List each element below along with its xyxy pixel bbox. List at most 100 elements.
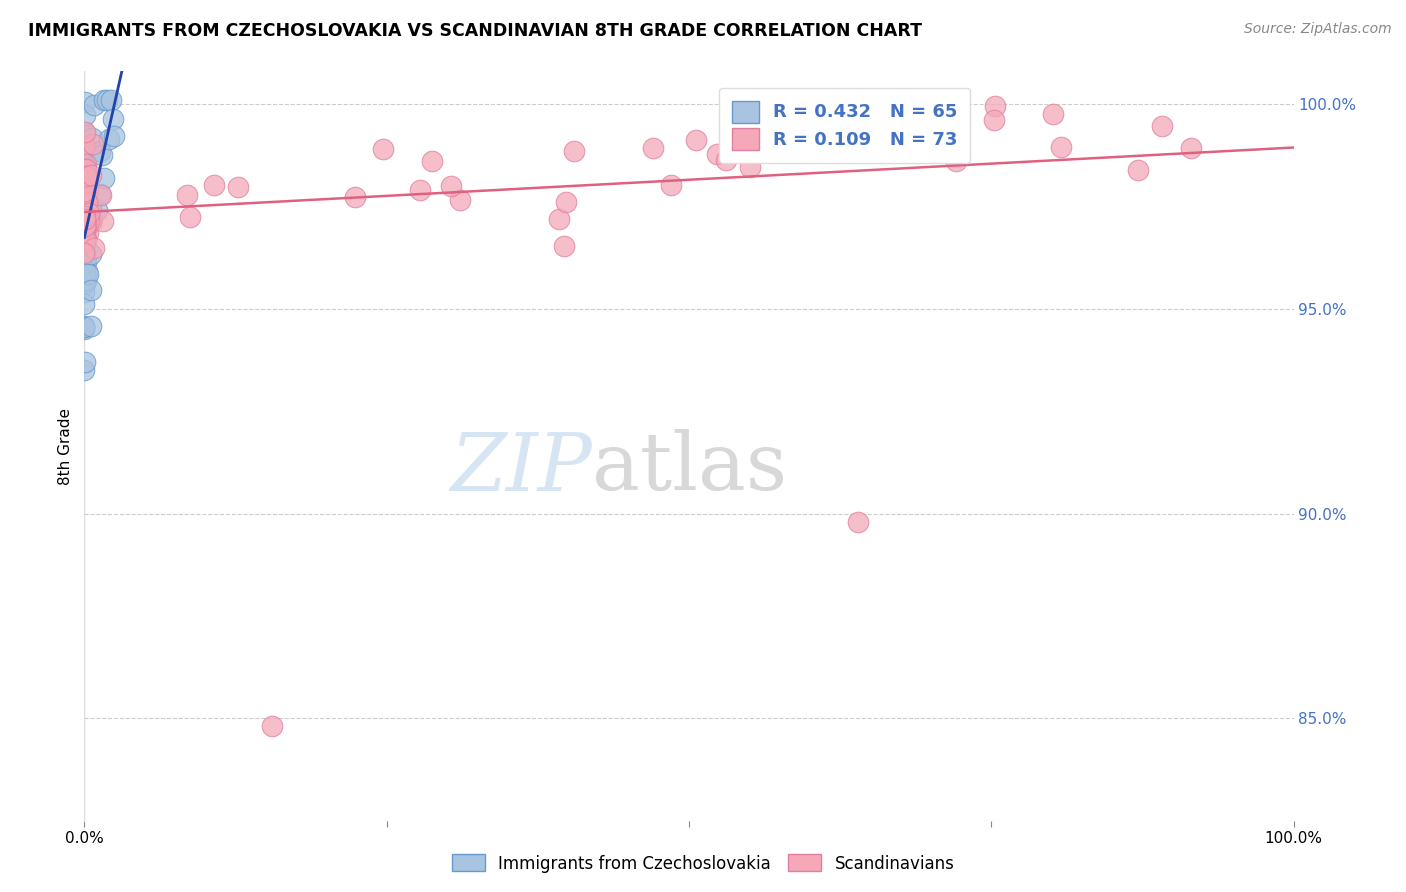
- Point: [73, 285, 96, 300]
- Point: [100, 93, 122, 107]
- Point: [73, 247, 96, 261]
- Point: [76, 267, 98, 281]
- Point: [80, 131, 103, 145]
- Point: [371, 142, 394, 156]
- Point: [984, 99, 1007, 113]
- Point: [73, 125, 96, 139]
- Point: [83, 241, 105, 255]
- Point: [343, 189, 366, 203]
- Point: [75, 210, 97, 224]
- Point: [73, 194, 96, 209]
- Point: [73, 252, 96, 266]
- Point: [73, 233, 96, 247]
- Point: [86, 203, 108, 218]
- Point: [75, 264, 97, 278]
- Point: [73, 194, 96, 208]
- Point: [73, 95, 96, 110]
- Point: [73, 183, 96, 197]
- Text: ZIP: ZIP: [450, 430, 592, 508]
- Point: [101, 112, 124, 127]
- Point: [73, 318, 96, 333]
- Point: [73, 362, 96, 376]
- Point: [554, 194, 576, 209]
- Point: [91, 148, 114, 162]
- Point: [76, 191, 98, 205]
- Point: [1050, 140, 1073, 154]
- Point: [73, 158, 96, 172]
- Point: [73, 224, 96, 238]
- Point: [659, 178, 682, 192]
- Point: [77, 206, 100, 220]
- Point: [440, 179, 463, 194]
- Point: [76, 191, 98, 205]
- Point: [77, 214, 100, 228]
- Point: [83, 97, 105, 112]
- Point: [89, 186, 111, 201]
- Legend: Immigrants from Czechoslovakia, Scandinavians: Immigrants from Czechoslovakia, Scandina…: [446, 847, 960, 880]
- Point: [73, 199, 96, 213]
- Point: [75, 223, 97, 237]
- Point: [75, 181, 97, 195]
- Point: [1180, 141, 1202, 155]
- Point: [179, 211, 201, 225]
- Point: [77, 185, 100, 199]
- Point: [75, 157, 97, 171]
- Text: Source: ZipAtlas.com: Source: ZipAtlas.com: [1244, 22, 1392, 37]
- Point: [848, 515, 870, 529]
- Point: [89, 144, 111, 158]
- Point: [77, 226, 100, 240]
- Point: [97, 132, 120, 146]
- Point: [643, 141, 665, 155]
- Point: [449, 193, 471, 207]
- Point: [75, 204, 97, 219]
- Point: [80, 215, 103, 229]
- Point: [740, 160, 762, 174]
- Point: [837, 94, 859, 108]
- Point: [73, 297, 96, 311]
- Point: [420, 153, 443, 168]
- Point: [76, 170, 98, 185]
- Point: [73, 160, 96, 174]
- Point: [547, 211, 569, 226]
- Point: [93, 93, 115, 107]
- Text: atlas: atlas: [592, 429, 787, 508]
- Point: [73, 246, 96, 260]
- Point: [75, 178, 97, 193]
- Point: [75, 255, 97, 269]
- Point: [202, 178, 225, 192]
- Point: [76, 169, 98, 183]
- Point: [716, 153, 738, 168]
- Point: [73, 255, 96, 269]
- Point: [75, 221, 97, 235]
- Point: [73, 108, 96, 122]
- Text: IMMIGRANTS FROM CZECHOSLOVAKIA VS SCANDINAVIAN 8TH GRADE CORRELATION CHART: IMMIGRANTS FROM CZECHOSLOVAKIA VS SCANDI…: [28, 22, 922, 40]
- Point: [79, 318, 101, 333]
- Point: [76, 194, 98, 209]
- Point: [73, 241, 96, 255]
- Point: [73, 322, 96, 336]
- Point: [96, 93, 118, 107]
- Point: [90, 187, 112, 202]
- Point: [409, 183, 432, 197]
- Point: [562, 145, 585, 159]
- Point: [73, 214, 96, 228]
- Point: [73, 169, 96, 184]
- Point: [91, 214, 114, 228]
- Point: [73, 139, 96, 153]
- Point: [73, 212, 96, 227]
- Point: [73, 319, 96, 334]
- Point: [75, 173, 97, 187]
- Point: [75, 208, 97, 222]
- Point: [73, 230, 96, 244]
- Point: [75, 244, 97, 258]
- Point: [945, 153, 967, 168]
- Point: [103, 128, 125, 143]
- Point: [553, 239, 575, 253]
- Point: [73, 219, 96, 233]
- Point: [1152, 119, 1174, 133]
- Point: [73, 138, 96, 153]
- Point: [918, 127, 941, 141]
- Point: [80, 202, 103, 217]
- Point: [77, 215, 100, 229]
- Point: [176, 187, 198, 202]
